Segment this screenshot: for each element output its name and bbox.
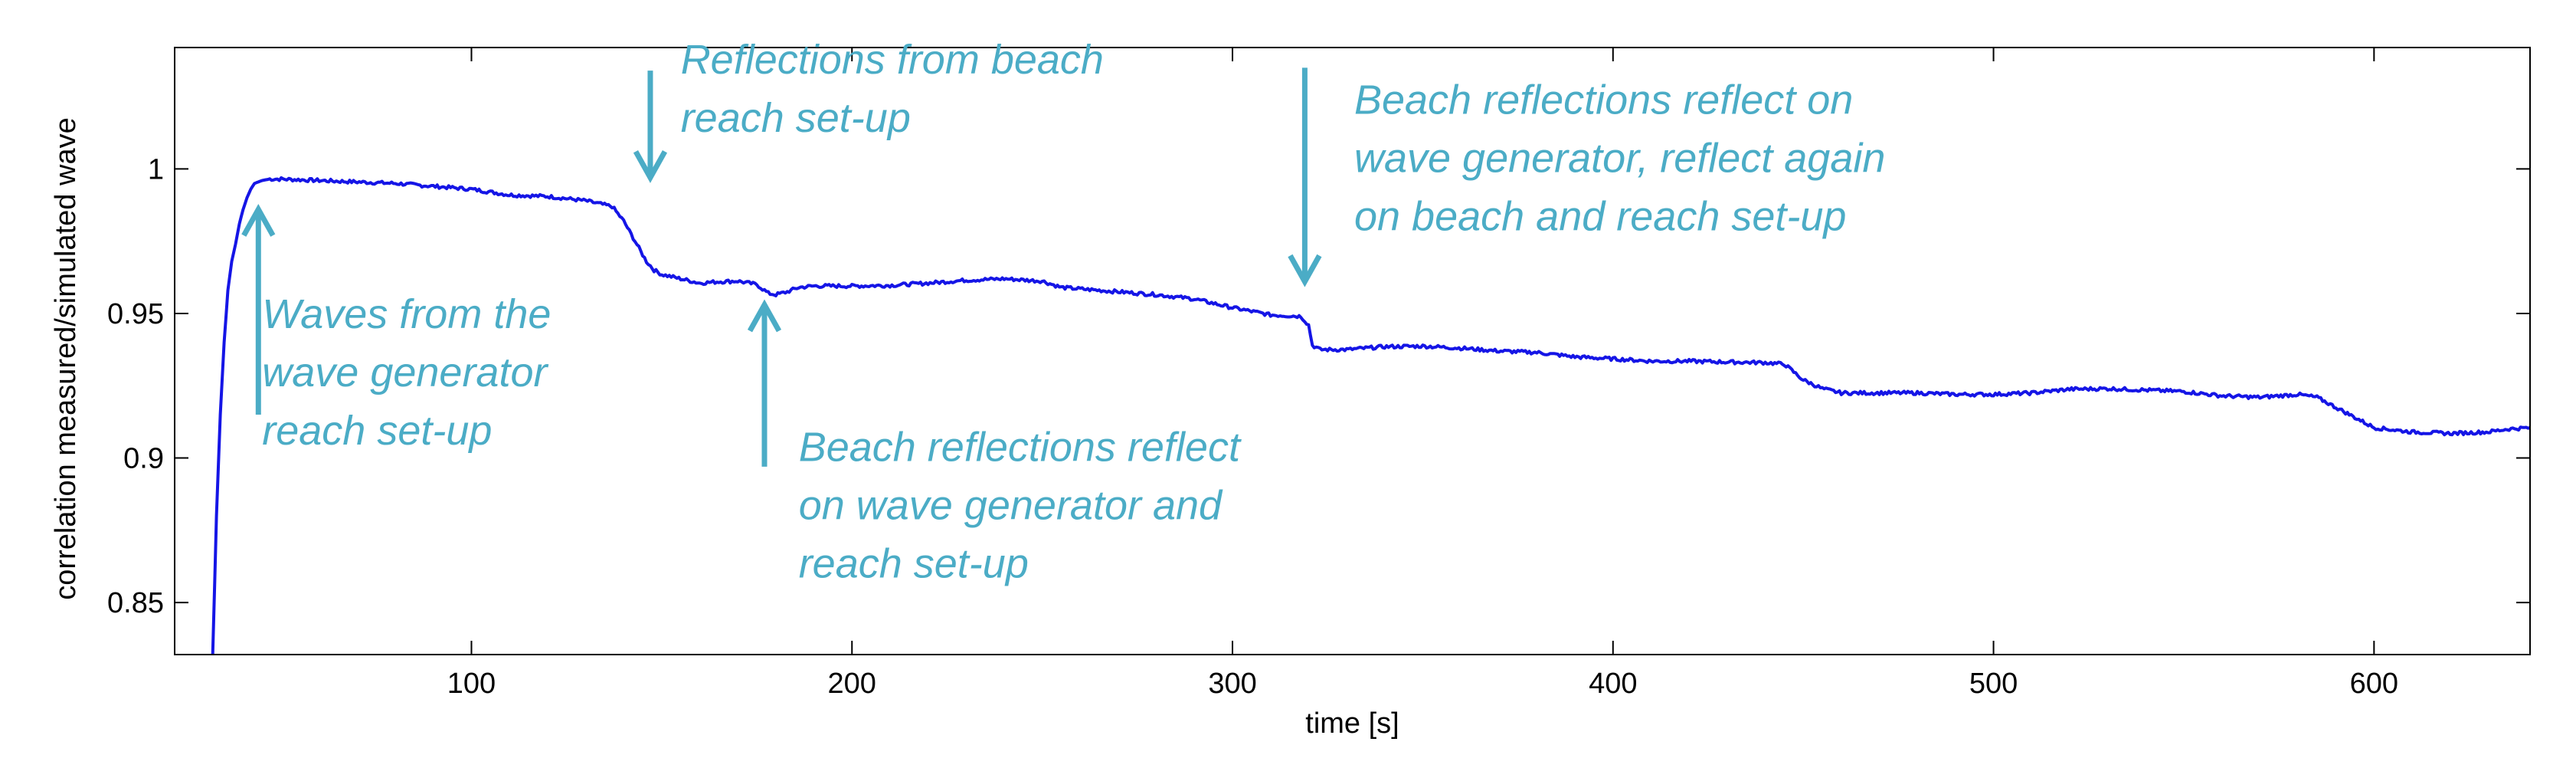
y-axis-title: correlation measured/simulated wave xyxy=(50,117,82,599)
annotation: Reflections from beach reach set-up xyxy=(633,37,1104,183)
annotation-text-line: wave generator xyxy=(262,350,548,395)
x-tick-label: 100 xyxy=(447,668,496,700)
annotation-text-line: reach set-up xyxy=(262,408,492,454)
x-axis-title: time [s] xyxy=(1305,707,1399,740)
ticks-layer: 100 200 300 400 500 600 0.85 0.9 0.95 1 xyxy=(107,48,2530,700)
annotation: Beach reflections reflect on wave generat… xyxy=(747,299,1242,586)
annotation-arrowhead xyxy=(241,204,276,237)
annotation-text-line: reach set-up xyxy=(681,95,911,141)
y-tick-label: 0.95 xyxy=(107,298,164,330)
series-line xyxy=(211,176,2531,655)
annotation-arrowhead xyxy=(747,299,782,333)
annotation: Beach reflections reflect on wave generat… xyxy=(1288,67,1885,287)
annotation-arrowhead xyxy=(1288,254,1322,287)
x-tick-label: 600 xyxy=(2350,668,2398,700)
annotations-layer: Waves from the wave generator reach set-up… xyxy=(241,37,1885,586)
annotation-text-line: Waves from the xyxy=(262,291,551,337)
annotation: Waves from the wave generator reach set-up xyxy=(241,204,551,454)
x-tick-label: 300 xyxy=(1208,668,1256,700)
x-tick-label: 200 xyxy=(828,668,876,700)
y-tick-label: 1 xyxy=(148,153,164,185)
annotation-text-line: Beach reflections reflect xyxy=(799,424,1242,470)
annotation-text-line: Beach reflections reflect on xyxy=(1354,77,1853,123)
y-tick-label: 0.9 xyxy=(123,443,164,475)
annotation-text-line: reach set-up xyxy=(799,540,1029,586)
x-tick-label: 400 xyxy=(1589,668,1637,700)
plot-frame xyxy=(174,47,2531,655)
y-tick-label: 0.85 xyxy=(107,587,164,619)
annotation-text-line: wave generator, reflect again xyxy=(1354,136,1885,182)
annotation-text-line: on beach and reach set-up xyxy=(1354,194,1846,240)
annotation-text-line: Reflections from beach xyxy=(681,37,1104,83)
annotation-text-line: on wave generator and xyxy=(799,482,1223,528)
annotation-arrowhead xyxy=(633,150,668,183)
x-tick-label: 500 xyxy=(1969,668,2018,700)
series-layer xyxy=(211,176,2531,655)
